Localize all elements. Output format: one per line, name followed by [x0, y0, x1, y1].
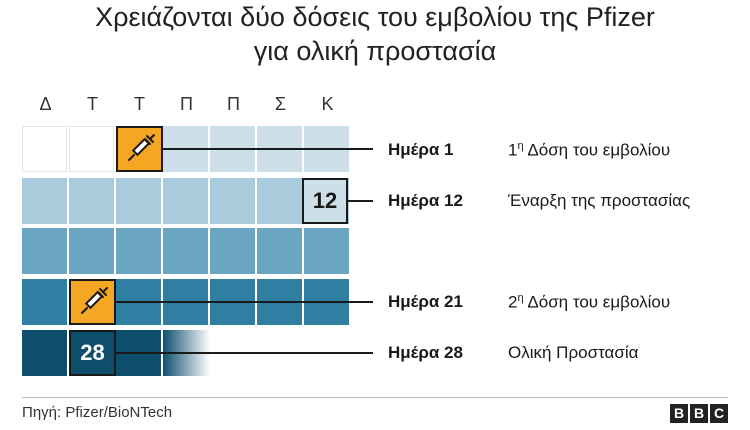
calendar-cell: [257, 178, 302, 224]
desc-day-28: Ολική Προστασία: [508, 343, 639, 362]
source-credit: Πηγή: Pfizer/BioNTech: [22, 404, 173, 421]
connector-line-day-12: [348, 200, 373, 202]
label-day-1: Ημέρα 1: [388, 140, 454, 159]
connector-line-day-21: [116, 301, 373, 303]
footer-divider: [22, 397, 728, 398]
calendar-cell: [22, 330, 67, 376]
calendar-cell: [116, 178, 161, 224]
calendar-cell: [163, 178, 208, 224]
connector-line-day-28: [116, 352, 373, 354]
weekday-header-sat: Σ: [274, 94, 287, 114]
weekday-header-tue: Τ: [87, 94, 98, 114]
calendar-cell: [69, 126, 114, 172]
calendar-cell: [210, 178, 255, 224]
syringe-icon: [80, 287, 108, 314]
day-12-box: 12: [302, 178, 348, 224]
dose-2-badge: [69, 279, 116, 325]
weekday-header-wed: Τ: [134, 94, 145, 114]
weekday-header-mon: Δ: [39, 94, 52, 114]
calendar-cell: [116, 228, 161, 274]
desc-day-12: Έναρξη της προστασίας: [508, 191, 691, 210]
calendar-cell: [304, 228, 349, 274]
label-day-28: Ημέρα 28: [388, 343, 463, 362]
dose-1-badge: [116, 126, 163, 172]
chart-title-line-2: για ολική προστασία: [253, 36, 497, 66]
calendar-cell: [210, 228, 255, 274]
day-28-box: 28: [69, 330, 116, 376]
calendar-cell: [22, 228, 67, 274]
chart-title-line-1: Χρειάζονται δύο δόσεις του εμβολίου της …: [95, 2, 655, 32]
weekday-header-fri: Π: [227, 94, 240, 114]
desc-day-1: 1η Δόση του εμβολίου: [508, 140, 671, 160]
weekday-header-sun: Κ: [321, 94, 334, 114]
calendar-cell: [257, 228, 302, 274]
calendar-cell: [69, 228, 114, 274]
calendar-cell: [163, 228, 208, 274]
label-day-21: Ημέρα 21: [388, 292, 463, 311]
calendar-cell: [22, 178, 67, 224]
syringe-icon: [127, 134, 155, 161]
connector-line-day-1: [163, 148, 373, 150]
label-day-12: Ημέρα 12: [388, 191, 463, 210]
calendar-cell: [69, 178, 114, 224]
weekday-header-thu: Π: [180, 94, 193, 114]
calendar-cell: [22, 126, 67, 172]
calendar-cell: [22, 279, 67, 325]
desc-day-21: 2η Δόση του εμβολίου: [508, 292, 671, 312]
